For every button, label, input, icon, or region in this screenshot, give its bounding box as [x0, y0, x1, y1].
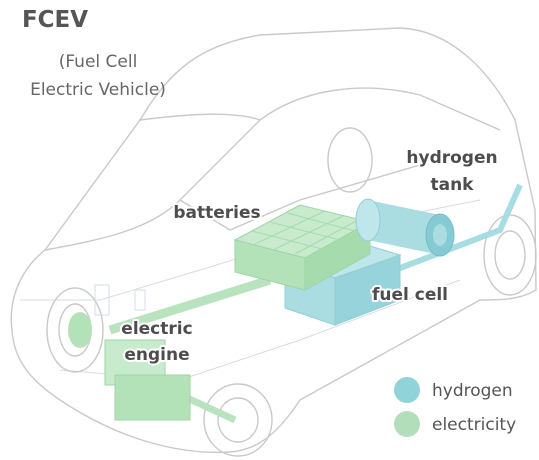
- subtitle: (Fuel Cell: [59, 52, 138, 72]
- component-label: tank: [430, 175, 474, 195]
- title: FCEV: [22, 7, 88, 33]
- legend-swatch: [394, 377, 420, 403]
- subtitle: Electric Vehicle): [30, 80, 166, 100]
- legend-label: hydrogen: [432, 381, 513, 401]
- component-label: hydrogen: [406, 148, 497, 168]
- component-label: electric: [121, 319, 192, 339]
- fcev-diagram: FCEV (Fuel Cell Electric Vehicle) hydrog…: [0, 0, 539, 460]
- legend-swatch: [394, 411, 420, 437]
- component-label: engine: [124, 345, 189, 365]
- component-label: batteries: [173, 203, 260, 223]
- component-label: fuel cell: [372, 285, 448, 305]
- legend-label: electricity: [432, 415, 516, 435]
